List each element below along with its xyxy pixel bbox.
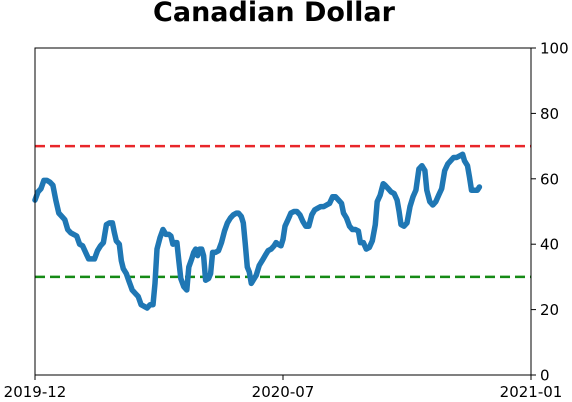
x-tick-label: 2020-07 [252, 383, 315, 401]
y-tick-label: 80 [540, 105, 559, 123]
x-tick-label: 2019-12 [4, 383, 67, 401]
x-tick-label: 2021-01 [500, 383, 563, 401]
y-tick-label: 100 [540, 40, 569, 58]
plot-frame [34, 47, 532, 376]
series-group [32, 151, 483, 311]
y-tick-label: 60 [540, 170, 559, 188]
series-line-0 [32, 151, 483, 311]
y-axis: 0 20 40 60 80 100 [531, 40, 569, 385]
y-tick-label: 20 [540, 301, 559, 319]
chart-title: Canadian Dollar [153, 0, 396, 28]
reference-lines [35, 144, 531, 279]
y-tick-label: 0 [540, 367, 550, 385]
y-tick-label: 40 [540, 236, 559, 254]
x-axis: 2019-12 2020-07 2021-01 [4, 375, 563, 401]
